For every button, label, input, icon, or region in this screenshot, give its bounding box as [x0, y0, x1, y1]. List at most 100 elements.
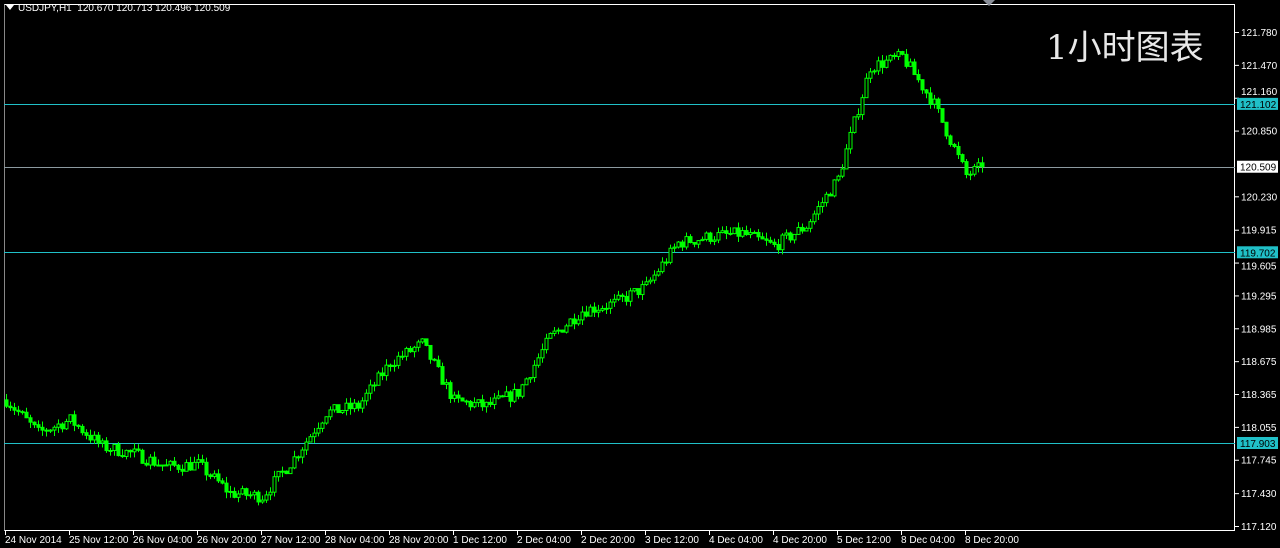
- candle: [64, 418, 69, 431]
- candle: [56, 419, 61, 433]
- candle: [144, 459, 149, 467]
- candle-body: [844, 148, 849, 170]
- candle: [72, 410, 77, 432]
- candle-body: [908, 61, 913, 67]
- candle-body: [224, 482, 229, 493]
- y-tick-label: 120.850: [1241, 127, 1278, 138]
- dropdown-triangle-icon[interactable]: [6, 5, 14, 10]
- candle-body: [524, 378, 529, 386]
- candle-body: [132, 448, 137, 453]
- candle-body: [144, 462, 149, 466]
- candle-body: [180, 468, 185, 472]
- candle: [804, 226, 809, 232]
- candle: [652, 270, 657, 284]
- candle: [132, 443, 137, 458]
- candle-body: [288, 467, 293, 475]
- x-tick-label: 25 Nov 12:00: [69, 535, 129, 546]
- candle-body: [256, 491, 261, 503]
- candle: [808, 218, 813, 233]
- candle: [892, 52, 897, 60]
- candle: [140, 448, 145, 464]
- candle: [52, 425, 57, 437]
- candle: [176, 463, 181, 473]
- candle-body: [436, 359, 441, 368]
- candle-body: [16, 409, 21, 413]
- candle-body: [380, 372, 385, 377]
- candle: [932, 94, 937, 109]
- candle-body: [48, 429, 53, 432]
- candle: [444, 378, 449, 390]
- candle-body: [456, 394, 461, 399]
- candle: [852, 116, 857, 134]
- candle: [212, 470, 217, 479]
- candle: [416, 339, 421, 352]
- chart-shift-marker-icon[interactable]: [983, 0, 995, 6]
- candle-body: [12, 407, 17, 411]
- candle: [88, 429, 93, 443]
- candle: [752, 230, 757, 234]
- candle: [492, 393, 497, 410]
- candle-body: [920, 79, 925, 91]
- candle: [832, 179, 837, 198]
- candle-body: [628, 290, 633, 302]
- candle-body: [932, 98, 937, 105]
- candle-body: [516, 388, 521, 397]
- candle: [880, 54, 885, 74]
- candle: [128, 449, 133, 458]
- candle: [644, 276, 649, 286]
- candle-body: [668, 247, 673, 263]
- candle-body: [300, 449, 305, 458]
- candle-body: [332, 404, 337, 411]
- candle-body: [724, 230, 729, 234]
- ohlc-open: 120.670: [77, 3, 114, 14]
- candle-body: [8, 405, 13, 409]
- candle: [940, 108, 945, 124]
- candle: [324, 416, 329, 425]
- candle: [136, 444, 141, 453]
- candle: [976, 158, 981, 173]
- candle-body: [540, 349, 545, 359]
- candle: [368, 379, 373, 400]
- candle: [584, 305, 589, 318]
- candle: [112, 443, 117, 456]
- candle-body: [552, 330, 557, 334]
- candle-body: [812, 213, 817, 223]
- candle: [920, 79, 925, 94]
- candle: [668, 244, 673, 265]
- candle-body: [60, 423, 65, 430]
- candle-body: [576, 319, 581, 325]
- candle: [744, 225, 749, 236]
- candle-body: [356, 402, 361, 409]
- candle-body: [292, 456, 297, 469]
- candle-body: [324, 416, 329, 424]
- candle-body: [32, 421, 37, 426]
- candle-body: [188, 462, 193, 471]
- candle-body: [924, 89, 929, 94]
- chart-area[interactable]: [4, 4, 1235, 531]
- candle: [708, 231, 713, 245]
- candle: [476, 399, 481, 407]
- candle: [780, 233, 785, 255]
- candle: [596, 304, 601, 318]
- candle: [456, 390, 461, 403]
- candle: [168, 460, 173, 472]
- candle: [548, 332, 553, 339]
- candle-body: [556, 329, 561, 332]
- candle: [936, 97, 941, 113]
- candle: [632, 288, 637, 293]
- candle-body: [696, 240, 701, 245]
- candle-body: [720, 230, 725, 234]
- candle-body: [872, 70, 877, 73]
- candle-body: [732, 227, 737, 235]
- candle-body: [216, 473, 221, 482]
- candle-body: [176, 464, 181, 470]
- candle: [616, 290, 621, 302]
- candle: [828, 192, 833, 197]
- candle: [928, 87, 933, 109]
- candle-body: [976, 162, 981, 167]
- candle: [972, 163, 977, 177]
- candle: [840, 164, 845, 179]
- candle-body: [752, 231, 757, 234]
- candle-body: [400, 355, 405, 358]
- candle: [352, 398, 357, 413]
